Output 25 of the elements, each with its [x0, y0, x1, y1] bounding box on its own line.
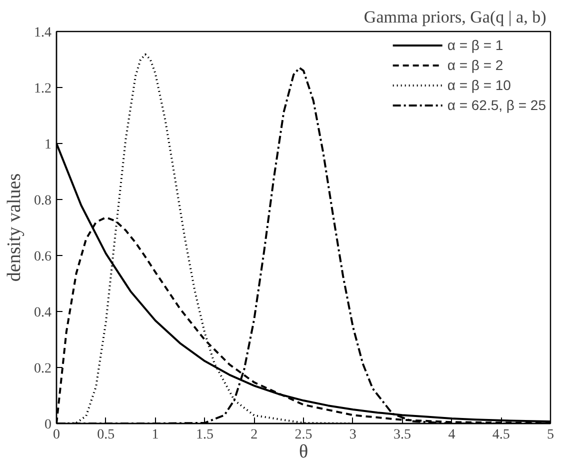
x-tick-label: 2.5 — [294, 428, 312, 442]
y-tick-label: 0.6 — [34, 250, 52, 264]
y-tick-label: 0.4 — [34, 306, 52, 320]
x-tick-label: 4.5 — [492, 428, 510, 442]
y-axis-title: density values — [4, 173, 25, 282]
x-tick-label: 1.5 — [196, 428, 214, 442]
y-tick-label: 1 — [44, 138, 52, 152]
x-tick-label: 1 — [152, 428, 159, 442]
y-tick-label: 0 — [44, 418, 52, 432]
y-tick-label: 0.8 — [34, 194, 52, 208]
x-axis-title: θ — [298, 442, 308, 462]
x-tick-label: 2 — [250, 428, 258, 442]
x-tick-label: 3 — [349, 428, 356, 442]
y-tick-label: 1.4 — [34, 26, 52, 40]
legend-label: α = β = 2 — [447, 57, 504, 73]
legend-label: α = β = 1 — [447, 37, 504, 53]
legend-label: α = 62.5, β = 25 — [447, 97, 546, 113]
legend-label: α = β = 10 — [447, 77, 511, 93]
x-tick-label: 3.5 — [394, 428, 412, 442]
chart-title: Gamma priors, Ga(q | a, b) — [364, 8, 546, 26]
y-tick-label: 0.2 — [34, 362, 52, 376]
y-tick-label: 1.2 — [34, 82, 52, 96]
x-tick-label: 0.5 — [97, 428, 115, 442]
x-tick-label: 4 — [448, 428, 456, 442]
x-tick-label: 5 — [547, 428, 554, 442]
